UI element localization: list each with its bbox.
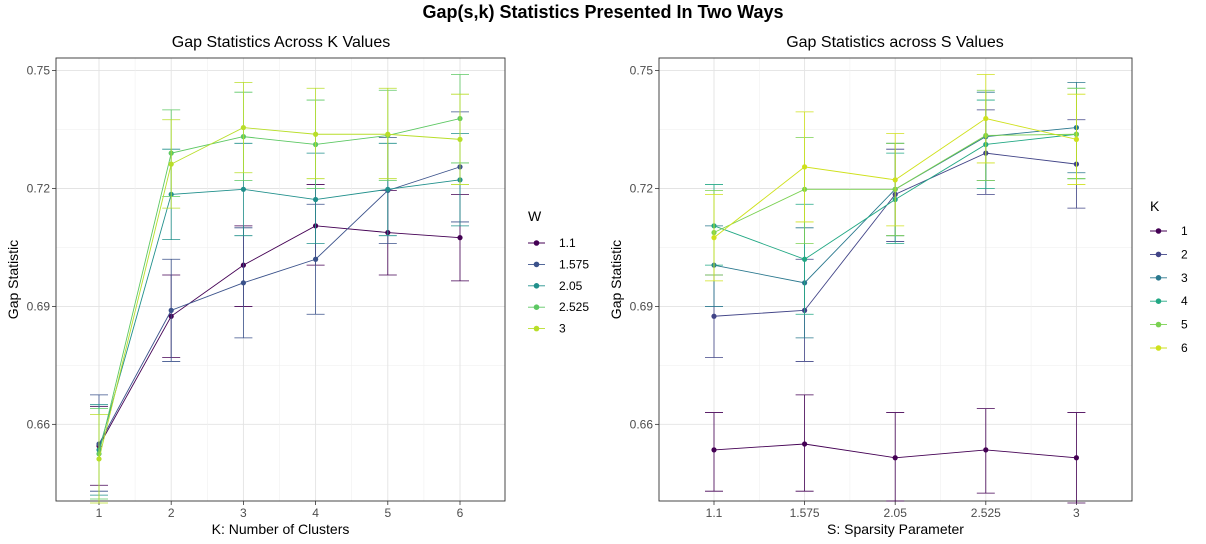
data-point	[802, 164, 808, 170]
x-tick-label: 2	[168, 506, 175, 520]
legend-title: W	[528, 208, 542, 224]
data-point	[168, 161, 174, 167]
data-point	[983, 447, 989, 453]
x-axis-label: K: Number of Clusters	[212, 521, 350, 537]
chart-title: Gap Statistics across S Values	[786, 34, 1004, 51]
x-tick-label: 3	[1073, 506, 1080, 520]
legend-item-label: 1	[1181, 224, 1188, 238]
legend-item-label: 1.575	[559, 257, 589, 271]
data-point	[1073, 136, 1079, 142]
y-axis-label: Gap Statistic	[608, 240, 624, 319]
chart-panel-1: 0.66 0.69 0.72 0.75 1 2 3 4 5 6 Gap Statistics Acr…	[5, 34, 589, 537]
series-line	[98, 118, 461, 454]
series-3	[90, 81, 469, 504]
data-point	[802, 256, 808, 262]
data-point	[313, 256, 319, 262]
x-tick-label: 4	[312, 506, 319, 520]
plot-background	[56, 58, 505, 501]
data-point	[983, 115, 989, 122]
data-point	[457, 136, 463, 142]
data-point	[240, 124, 246, 131]
x-tick-label: 3	[240, 506, 247, 520]
x-tick-label: 1	[96, 506, 103, 520]
y-axis-label: Gap Statistic	[5, 240, 21, 319]
chart-panel-2: 0.66 0.69 0.72 0.75 1.1 1.575 2.05 2.525 3 Gap St…	[608, 34, 1188, 537]
data-point	[240, 280, 246, 286]
y-tick-label: 0.75	[27, 64, 51, 78]
x-tick-label: 2.525	[971, 506, 1001, 520]
series-1	[705, 394, 1086, 504]
data-point	[802, 441, 808, 447]
x-tick-label: 2.05	[884, 506, 908, 520]
y-tick-label: 0.66	[27, 417, 51, 431]
data-point	[711, 313, 717, 319]
legend-item-label: 3	[1181, 271, 1188, 285]
data-point	[892, 455, 898, 461]
legend-key-point	[1155, 251, 1162, 258]
legend-item-label: 4	[1181, 294, 1188, 308]
data-point	[385, 131, 391, 137]
legend-title: K	[1150, 198, 1160, 214]
legend-key-point	[1155, 228, 1162, 234]
y-tick-label: 0.72	[27, 182, 51, 196]
chart-title: Gap Statistics Across K Values	[172, 34, 390, 51]
data-point	[168, 307, 174, 313]
legend-item-label: 2	[1181, 247, 1188, 261]
series-line	[98, 127, 461, 460]
panel-border	[55, 57, 506, 502]
legend-key-point	[533, 283, 540, 289]
legend-key-point	[533, 304, 540, 311]
series-line	[98, 179, 461, 451]
page-title: Gap(s,k) Statistics Presented In Two Way…	[422, 2, 784, 22]
data-point	[96, 456, 102, 462]
y-tick-label: 0.69	[27, 299, 51, 313]
legend-key-point	[533, 261, 540, 268]
legend-key-point	[533, 325, 540, 332]
data-point	[457, 235, 463, 241]
legend-item-label: 2.05	[559, 279, 583, 293]
legend-key-point	[1155, 275, 1162, 281]
data-point	[313, 196, 319, 203]
x-tick-label: 5	[384, 506, 391, 520]
x-tick-label: 1.575	[790, 506, 820, 520]
legend-key-point	[533, 240, 540, 246]
legend-item-label: 5	[1181, 318, 1188, 332]
legend-item-label: 2.525	[559, 300, 589, 314]
legend-key-point	[1155, 321, 1162, 328]
x-axis-label: S: Sparsity Parameter	[827, 521, 964, 537]
series-line	[98, 166, 461, 445]
series-line	[98, 225, 461, 447]
y-tick-label: 0.66	[630, 417, 654, 431]
data-point	[711, 235, 717, 241]
data-point	[240, 186, 246, 192]
data-point	[385, 186, 391, 192]
data-point	[1073, 455, 1079, 461]
legend-item-label: 3	[559, 322, 566, 336]
legend-key-point	[1155, 298, 1162, 305]
data-point	[711, 447, 717, 453]
data-point	[313, 131, 319, 137]
x-tick-label: 6	[457, 506, 464, 520]
legend-key-point	[1155, 345, 1162, 351]
x-tick-label: 1.1	[706, 506, 723, 520]
series-6	[705, 74, 1086, 282]
legend-item-label: 1.1	[559, 236, 576, 250]
data-point	[892, 177, 898, 183]
y-tick-label: 0.69	[630, 299, 654, 313]
y-tick-label: 0.75	[630, 64, 654, 78]
legend-item-label: 6	[1181, 341, 1188, 355]
y-tick-label: 0.72	[630, 182, 654, 196]
